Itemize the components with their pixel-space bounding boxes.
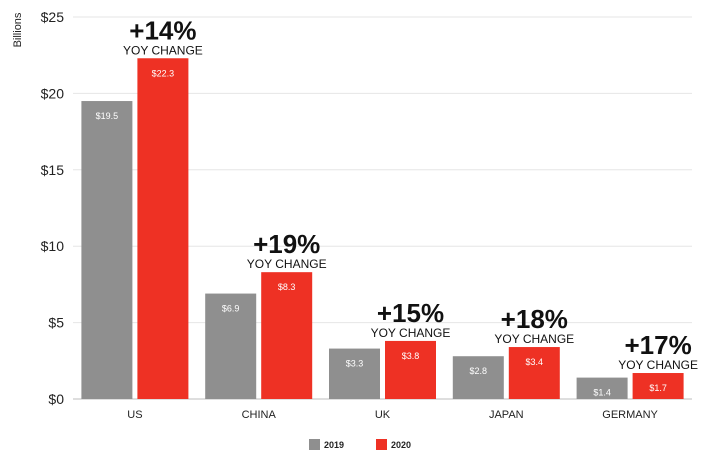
yoy-change-value: +18% bbox=[501, 304, 568, 334]
data-label-2019: $3.3 bbox=[346, 359, 364, 369]
bar-2020-japan bbox=[508, 347, 560, 399]
data-label-2020: $3.4 bbox=[526, 357, 544, 367]
y-tick-label: $10 bbox=[41, 238, 65, 254]
x-category-label: CHINA bbox=[242, 409, 277, 421]
x-category-label: UK bbox=[375, 409, 391, 421]
legend-swatch-2020 bbox=[376, 439, 387, 450]
data-label-2019: $2.8 bbox=[470, 366, 488, 376]
y-tick-label: $5 bbox=[48, 315, 64, 331]
x-category-label: GERMANY bbox=[602, 409, 658, 421]
yoy-change-label: YOY CHANGE bbox=[371, 326, 451, 340]
yoy-change-label: YOY CHANGE bbox=[247, 257, 327, 271]
yoy-change-value: +14% bbox=[129, 15, 196, 45]
bar-2019-uk bbox=[329, 348, 380, 399]
bar-2020-us bbox=[137, 58, 189, 399]
y-axis: $0 $5 $10 $15 $20 $25 bbox=[41, 9, 65, 407]
bar-2020-china bbox=[261, 272, 313, 399]
legend-label: 2019 bbox=[324, 440, 344, 450]
y-axis-label: Billions bbox=[12, 12, 24, 47]
legend-swatch-2019 bbox=[309, 439, 320, 450]
yoy-annotations: +14%YOY CHANGE+19%YOY CHANGE+15%YOY CHAN… bbox=[123, 15, 698, 372]
yoy-change-value: +19% bbox=[253, 229, 320, 259]
x-category-label: JAPAN bbox=[489, 409, 524, 421]
y-tick-label: $15 bbox=[41, 162, 65, 178]
y-tick-label: $0 bbox=[48, 391, 64, 407]
data-label-2020: $3.8 bbox=[402, 351, 420, 361]
yoy-change-value: +17% bbox=[624, 330, 691, 360]
x-category-label: US bbox=[127, 409, 142, 421]
bar-2019-china bbox=[205, 293, 257, 399]
legend-label: 2020 bbox=[391, 440, 411, 450]
yoy-change-label: YOY CHANGE bbox=[494, 332, 574, 346]
legend: 2019 2020 bbox=[309, 439, 411, 450]
yoy-change-label: YOY CHANGE bbox=[123, 43, 203, 57]
bar-2019-us bbox=[81, 101, 133, 399]
y-tick-label: $20 bbox=[41, 85, 65, 101]
yoy-change-value: +15% bbox=[377, 298, 444, 328]
y-tick-label: $25 bbox=[41, 9, 65, 25]
x-axis: US CHINA UK JAPAN GERMANY bbox=[127, 409, 658, 421]
yoy-change-label: YOY CHANGE bbox=[618, 358, 698, 372]
data-label-2020: $8.3 bbox=[278, 282, 296, 292]
data-label-2019: $1.4 bbox=[593, 388, 611, 398]
data-label-2020: $1.7 bbox=[649, 383, 667, 393]
data-label-2019: $6.9 bbox=[222, 304, 240, 314]
bars: $19.5 $22.3 $6.9 $8.3 $3.3 $3.8 $2.8 $3.4 $1.4 $1… bbox=[81, 58, 684, 399]
bar-2020-uk bbox=[385, 340, 436, 399]
data-label-2020: $22.3 bbox=[152, 68, 175, 78]
bar-2019-japan bbox=[452, 356, 504, 399]
data-label-2019: $19.5 bbox=[96, 111, 119, 121]
bar-2020-germany bbox=[632, 373, 684, 399]
bar-2019-germany bbox=[576, 377, 628, 399]
